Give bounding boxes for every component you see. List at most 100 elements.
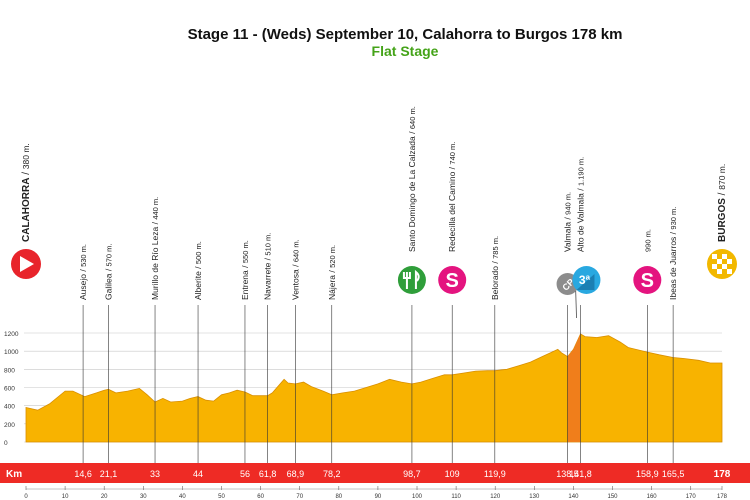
- knife-shape: [414, 269, 420, 289]
- x-tick-label: 40: [179, 494, 186, 500]
- location-separator: /: [21, 169, 32, 177]
- km-label: 68,9: [287, 469, 305, 479]
- chart-subtitle: Flat Stage: [371, 43, 439, 59]
- location-altitude: 990 m.: [643, 229, 652, 252]
- km-label: 141,8: [569, 469, 592, 479]
- x-tick-label: 130: [529, 494, 540, 500]
- location-separator: /: [490, 259, 500, 266]
- climb-category-text: 3ª: [579, 273, 591, 287]
- location-label: Nájera / 520 m.: [327, 245, 337, 300]
- x-tick-label: 10: [62, 494, 69, 500]
- location-altitude: 740 m.: [448, 142, 457, 165]
- location-separator: /: [668, 230, 678, 237]
- location-altitude: 380 m.: [21, 143, 31, 169]
- y-tick-label: 1000: [4, 349, 19, 356]
- location-separator: /: [575, 186, 585, 193]
- location-altitude: 530 m.: [79, 244, 88, 267]
- finish-square: [722, 254, 727, 259]
- km-label: 98,7: [403, 469, 421, 479]
- location-separator: /: [447, 165, 457, 172]
- climb-segment: [567, 333, 581, 442]
- location-name: Belorado: [490, 266, 500, 300]
- x-tick-label: 60: [257, 494, 264, 500]
- climb-slope: [576, 274, 595, 290]
- km-axis-label: Km: [6, 469, 22, 480]
- location-name: Valmala: [563, 222, 573, 252]
- location-altitude: 940 m.: [564, 192, 573, 215]
- km-label: 61,8: [259, 469, 277, 479]
- location-lines: [82, 305, 674, 463]
- location-label: Ausejo / 530 m.: [78, 244, 88, 300]
- location-name: Galilea: [104, 273, 114, 300]
- location-altitude: 1.190 m.: [576, 157, 585, 186]
- km-label: 56: [240, 469, 250, 479]
- location-altitude: 440 m.: [151, 197, 160, 220]
- start-icon: [11, 249, 41, 279]
- x-tick-label: 100: [412, 494, 423, 500]
- km-label: 44: [193, 469, 203, 479]
- location-separator: /: [717, 190, 728, 198]
- start-arrow: [20, 256, 34, 272]
- x-tick-label: 160: [647, 494, 658, 500]
- location-name: Navarrete: [263, 262, 273, 300]
- location-label: Galilea / 570 m.: [104, 244, 114, 301]
- x-tick-label: 20: [101, 494, 108, 500]
- km-label: 165,5: [662, 469, 685, 479]
- y-tick-label: 0: [4, 440, 8, 447]
- finish-square: [727, 269, 732, 274]
- location-altitude: 500 m.: [194, 241, 203, 264]
- location-label: Redecilla del Camino / 740 m.: [447, 142, 457, 252]
- location-altitude: 640 m.: [408, 106, 417, 129]
- km-bar-background: [0, 463, 750, 483]
- finish-icon: [707, 249, 737, 279]
- location-name: BURGOS: [717, 198, 728, 242]
- location-label: CALAHORRA / 380 m.: [21, 143, 32, 242]
- location-icons: S CP 3ª S: [11, 249, 737, 319]
- location-label: Valmala / 940 m.: [563, 192, 573, 252]
- location-name: Ausejo: [78, 274, 88, 300]
- y-tick-label: 1200: [4, 331, 19, 338]
- climb-category-icon: 3ª: [572, 266, 601, 294]
- location-separator: /: [78, 267, 88, 274]
- location-altitude: 930 m.: [669, 207, 678, 230]
- x-tick-label: 120: [490, 494, 501, 500]
- km-label: 109: [445, 469, 460, 479]
- x-tick-label: 50: [218, 494, 225, 500]
- location-label: BURGOS / 870 m.: [717, 164, 728, 242]
- km-label: 119,9: [484, 469, 506, 479]
- km-label: 158,9: [636, 469, 659, 479]
- location-altitude: 870 m.: [717, 164, 727, 190]
- km-label: 21,1: [100, 469, 118, 479]
- location-name: Santo Domingo de La Calzada: [407, 136, 417, 252]
- location-label: Navarrete / 510 m.: [263, 233, 273, 300]
- location-labels: CALAHORRA / 380 m. Ausejo / 530 m. Galilea…: [21, 106, 728, 300]
- location-label: Belorado / 785 m.: [490, 236, 500, 300]
- km-label: 33: [150, 469, 160, 479]
- location-label: Santo Domingo de La Calzada / 640 m.: [407, 106, 417, 252]
- location-altitude: 510 m.: [264, 233, 273, 256]
- feed-zone-icon: [397, 266, 426, 294]
- location-altitude: 520 m.: [328, 245, 337, 268]
- location-name: Redecilla del Camino: [447, 171, 457, 252]
- sprint-icon: S: [438, 266, 467, 294]
- location-name: Ventosa: [290, 269, 300, 300]
- x-tick-label: 178: [717, 494, 728, 500]
- sprint-letter: S: [641, 270, 654, 292]
- location-name: Murillo de Río Leza: [150, 226, 160, 300]
- location-altitude: 570 m.: [105, 244, 114, 267]
- km-label: 14,6: [74, 469, 92, 479]
- x-tick-label: 90: [375, 494, 382, 500]
- x-tick-label: 110: [451, 494, 461, 500]
- feed-circle: [397, 266, 426, 294]
- location-label: 990 m.: [643, 229, 652, 252]
- y-tick-label: 400: [4, 404, 15, 411]
- location-separator: /: [563, 215, 573, 222]
- location-label: Alto de Valmala / 1.190 m.: [575, 157, 585, 252]
- finish-square: [717, 259, 722, 264]
- profile-area: [25, 333, 723, 443]
- x-tick-label: 0: [24, 494, 28, 500]
- location-label: Ventosa / 640 m.: [290, 239, 300, 300]
- location-name: Entrena: [240, 270, 250, 300]
- location-label: Ibeas de Juarros / 930 m.: [668, 207, 678, 300]
